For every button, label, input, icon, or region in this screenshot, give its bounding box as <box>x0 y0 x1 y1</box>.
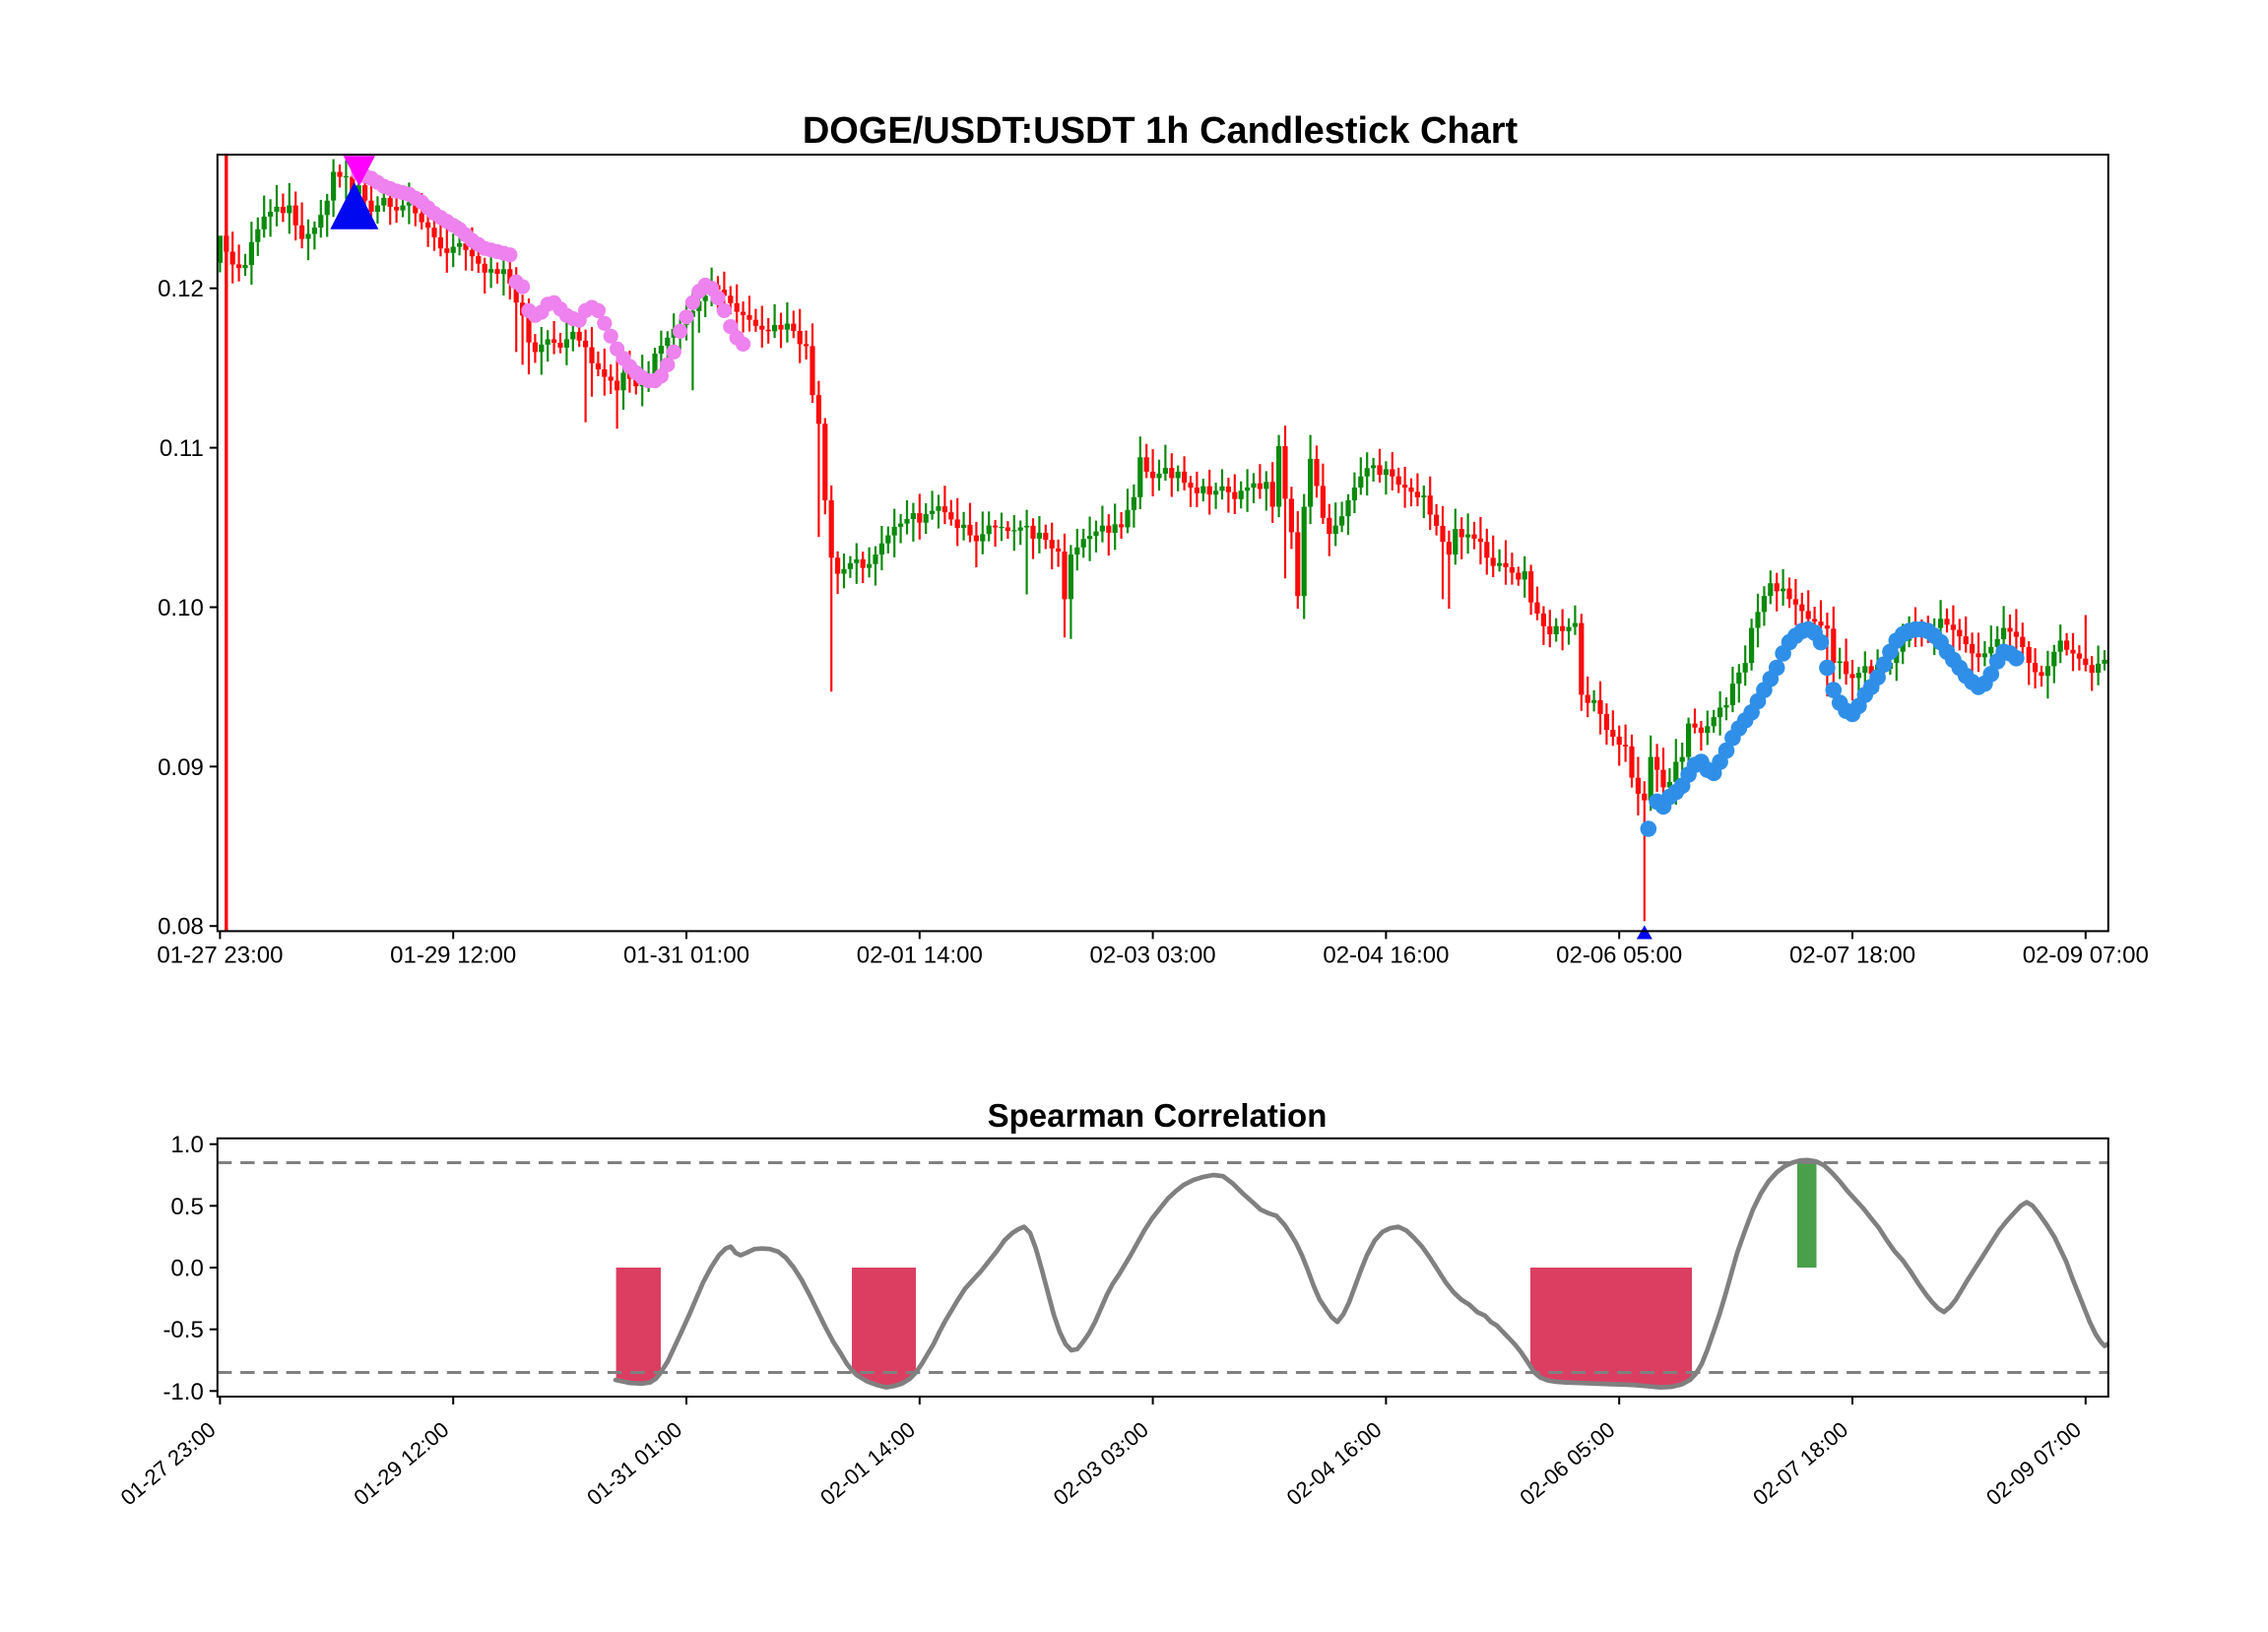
svg-text:02-04 16:00: 02-04 16:00 <box>1323 942 1449 968</box>
svg-text:0.0: 0.0 <box>170 1256 203 1282</box>
svg-text:01-31 01:00: 01-31 01:00 <box>623 942 749 968</box>
svg-text:-0.5: -0.5 <box>162 1317 203 1343</box>
svg-text:0.09: 0.09 <box>158 754 204 781</box>
svg-text:02-07 18:00: 02-07 18:00 <box>1789 942 1915 968</box>
svg-text:0.11: 0.11 <box>160 435 204 462</box>
svg-text:02-01 14:00: 02-01 14:00 <box>857 942 983 968</box>
svg-text:1.0: 1.0 <box>170 1132 203 1158</box>
svg-text:0.10: 0.10 <box>158 595 204 621</box>
svg-text:01-27 23:00: 01-27 23:00 <box>157 942 283 968</box>
svg-text:02-06 05:00: 02-06 05:00 <box>1556 942 1682 968</box>
svg-text:0.08: 0.08 <box>158 914 204 941</box>
svg-text:0.12: 0.12 <box>158 276 204 302</box>
svg-text:02-03 03:00: 02-03 03:00 <box>1090 942 1216 968</box>
svg-text:-1.0: -1.0 <box>162 1379 203 1405</box>
svg-text:0.5: 0.5 <box>170 1194 203 1220</box>
svg-text:01-29 12:00: 01-29 12:00 <box>390 942 516 968</box>
svg-text:DOGE/USDT:USDT 1h Candlestick: DOGE/USDT:USDT 1h Candlestick Chart <box>803 110 1519 152</box>
svg-text:Spearman Correlation: Spearman Correlation <box>988 1097 1328 1134</box>
svg-text:02-09 07:00: 02-09 07:00 <box>2023 942 2149 968</box>
